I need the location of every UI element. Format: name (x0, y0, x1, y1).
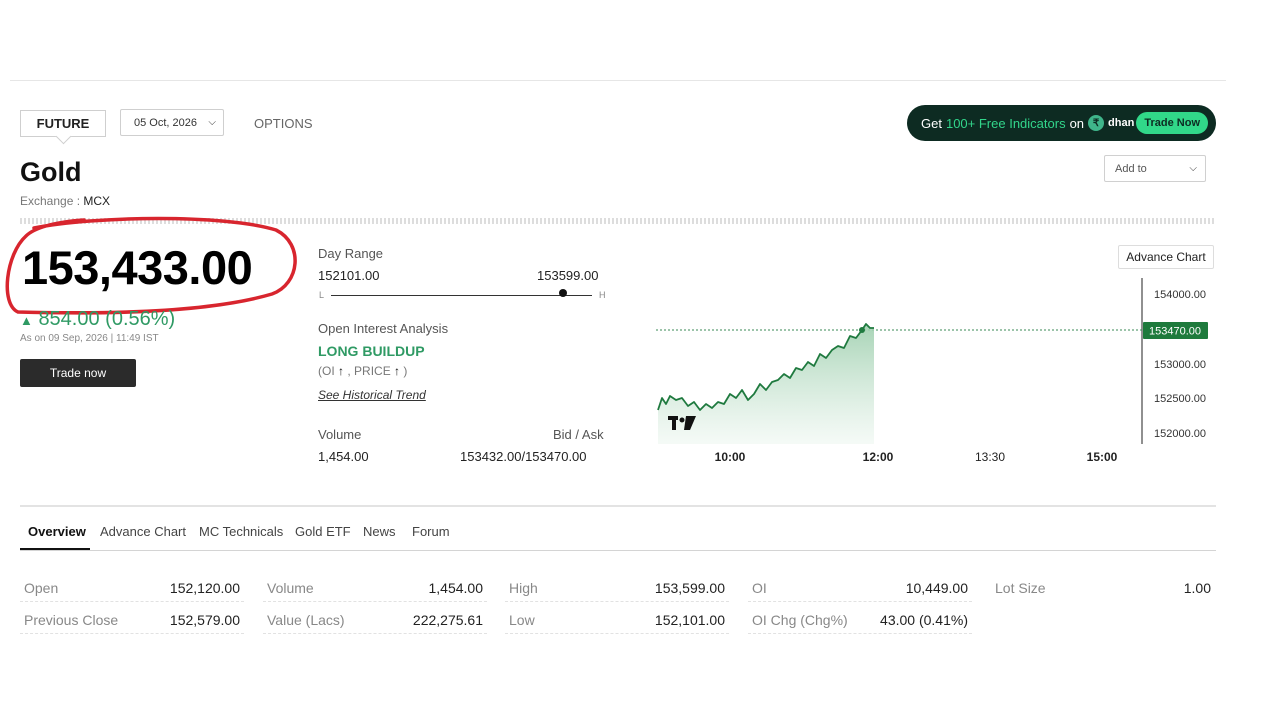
tab-advance-chart[interactable]: Advance Chart (100, 524, 186, 539)
stat-value: 222,275.61 (412, 612, 483, 628)
chevron-down-icon: ⌵ (208, 117, 216, 128)
stat-oi: OI 10,449.00 (748, 572, 972, 602)
exchange-info: Exchange : MCX (20, 194, 110, 208)
day-range-high-marker: H (599, 290, 606, 300)
last-price: 153,433.00 (22, 241, 253, 294)
day-range-high: 153599.00 (537, 268, 599, 283)
stat-value: 1.00 (1183, 580, 1211, 596)
historical-trend-link[interactable]: See Historical Trend (318, 388, 426, 402)
promo-suffix: on (1069, 115, 1085, 131)
stat-label: Value (Lacs) (267, 612, 345, 628)
promo-highlight: 100+ Free Indicators (945, 115, 1066, 131)
chevron-down-icon: ⌵ (1189, 163, 1197, 174)
oi-note-price: , PRICE (347, 364, 391, 378)
bid-ask-value: 153432.00/153470.00 (460, 449, 587, 464)
section-divider (20, 505, 1216, 507)
stat-value: 152,120.00 (169, 580, 240, 596)
detail-tabs: Overview Advance Chart MC Technicals Gol… (20, 521, 1216, 551)
stat-oi-change: OI Chg (Chg%) 43.00 (0.41%) (748, 604, 972, 634)
oi-note-end: ) (403, 364, 408, 378)
price-change-value: 854.00 (0.56%) (38, 308, 176, 330)
advance-chart-button[interactable]: Advance Chart (1118, 245, 1214, 269)
day-range-label: Day Range (318, 246, 384, 261)
promo-brand: dhan (1108, 117, 1135, 129)
trade-now-button[interactable]: Trade now (20, 359, 136, 387)
options-tab-link[interactable]: OPTIONS (254, 116, 313, 131)
stat-value: 153,599.00 (654, 580, 725, 596)
tab-forum[interactable]: Forum (412, 524, 450, 539)
oi-note-oi: (OI (318, 364, 335, 378)
stat-previous-close: Previous Close 152,579.00 (20, 604, 244, 634)
promo-trade-now-button[interactable]: Trade Now (1136, 112, 1208, 134)
promo-prefix: Get (921, 115, 942, 131)
tab-overview[interactable]: Overview (28, 524, 86, 539)
oi-note: (OI ↑ , PRICE ↑ ) (318, 364, 407, 378)
stat-value-lacs: Value (Lacs) 222,275.61 (263, 604, 487, 634)
day-range-low-marker: L (319, 290, 325, 300)
stat-lot-size: Lot Size 1.00 (991, 572, 1215, 602)
stat-open: Open 152,120.00 (20, 572, 244, 602)
stat-value: 10,449.00 (905, 580, 968, 596)
tab-news[interactable]: News (363, 524, 396, 539)
top-divider (10, 80, 1226, 81)
x-tick-label: 12:00 (863, 450, 894, 464)
stat-value: 152,579.00 (169, 612, 240, 628)
x-tick-label: 13:30 (975, 450, 1005, 464)
up-triangle-icon: ▲ (20, 313, 33, 328)
day-range-bar (331, 295, 592, 296)
day-range-low: 152101.00 (318, 268, 380, 283)
expiry-select[interactable]: 05 Oct, 2026 ⌵ (120, 109, 224, 136)
arrow-up-icon: ↑ (338, 364, 345, 378)
last-price-badge-text: 153470.00 (1149, 326, 1201, 338)
stat-label: Low (509, 612, 535, 628)
add-to-watchlist-select[interactable]: Add to ⌵ (1104, 155, 1206, 182)
stat-label: Previous Close (24, 612, 119, 628)
stat-volume: Volume 1,454.00 (263, 572, 487, 602)
stat-value: 1,454.00 (428, 580, 484, 596)
future-tab-button[interactable]: FUTURE (20, 110, 106, 137)
dhan-logo-icon: ₹ (1088, 115, 1105, 131)
y-tick-label: 152500.00 (1154, 393, 1206, 405)
instrument-title: Gold (20, 157, 82, 187)
x-tick-label: 10:00 (715, 450, 746, 464)
tradingview-logo-icon (668, 416, 696, 430)
stat-label: Volume (267, 580, 314, 596)
stat-label: High (509, 580, 538, 596)
last-price-badge (1143, 322, 1208, 339)
stat-value: 43.00 (0.41%) (880, 612, 968, 628)
bid-ask-label: Bid / Ask (553, 427, 604, 442)
price-change: ▲ 854.00 (0.56%) (20, 308, 175, 331)
x-tick-label: 15:00 (1087, 450, 1118, 464)
promo-banner[interactable]: Get 100+ Free Indicators on ₹ dhan Trade… (907, 105, 1216, 141)
stat-high: High 153,599.00 (505, 572, 729, 602)
tab-mc-technicals[interactable]: MC Technicals (199, 524, 284, 539)
intraday-price-chart[interactable]: 153470.00 154000.00 153000.00 152500.00 … (650, 270, 1220, 470)
day-range-current-dot (559, 289, 567, 297)
exchange-value: MCX (83, 194, 111, 208)
stat-label: Lot Size (995, 580, 1046, 596)
y-tick-label: 153000.00 (1154, 359, 1206, 371)
stat-label: OI (752, 580, 767, 596)
volume-label: Volume (318, 427, 362, 442)
red-annotation-circle (5, 216, 297, 315)
oi-signal: LONG BUILDUP (318, 343, 425, 359)
exchange-label: Exchange : (20, 194, 81, 208)
dotted-divider (20, 218, 1216, 224)
stat-low: Low 152,101.00 (505, 604, 729, 634)
y-tick-label: 154000.00 (1154, 289, 1206, 301)
stat-label: OI Chg (Chg%) (752, 612, 848, 628)
add-to-label: Add to (1115, 162, 1147, 175)
oi-analysis-label: Open Interest Analysis (318, 321, 449, 336)
last-price-point (859, 327, 865, 333)
expiry-selected-value: 05 Oct, 2026 (134, 116, 197, 129)
active-tab-indicator (20, 548, 90, 550)
stat-label: Open (24, 580, 59, 596)
volume-value: 1,454.00 (318, 449, 369, 464)
y-tick-label: 152000.00 (1154, 428, 1206, 440)
as-of-timestamp: As on 09 Sep, 2026 | 11:49 IST (20, 333, 159, 344)
stat-value: 152,101.00 (654, 612, 725, 628)
price-line (657, 323, 874, 411)
arrow-up-icon: ↑ (394, 364, 401, 378)
tab-gold-etf[interactable]: Gold ETF (295, 524, 351, 539)
